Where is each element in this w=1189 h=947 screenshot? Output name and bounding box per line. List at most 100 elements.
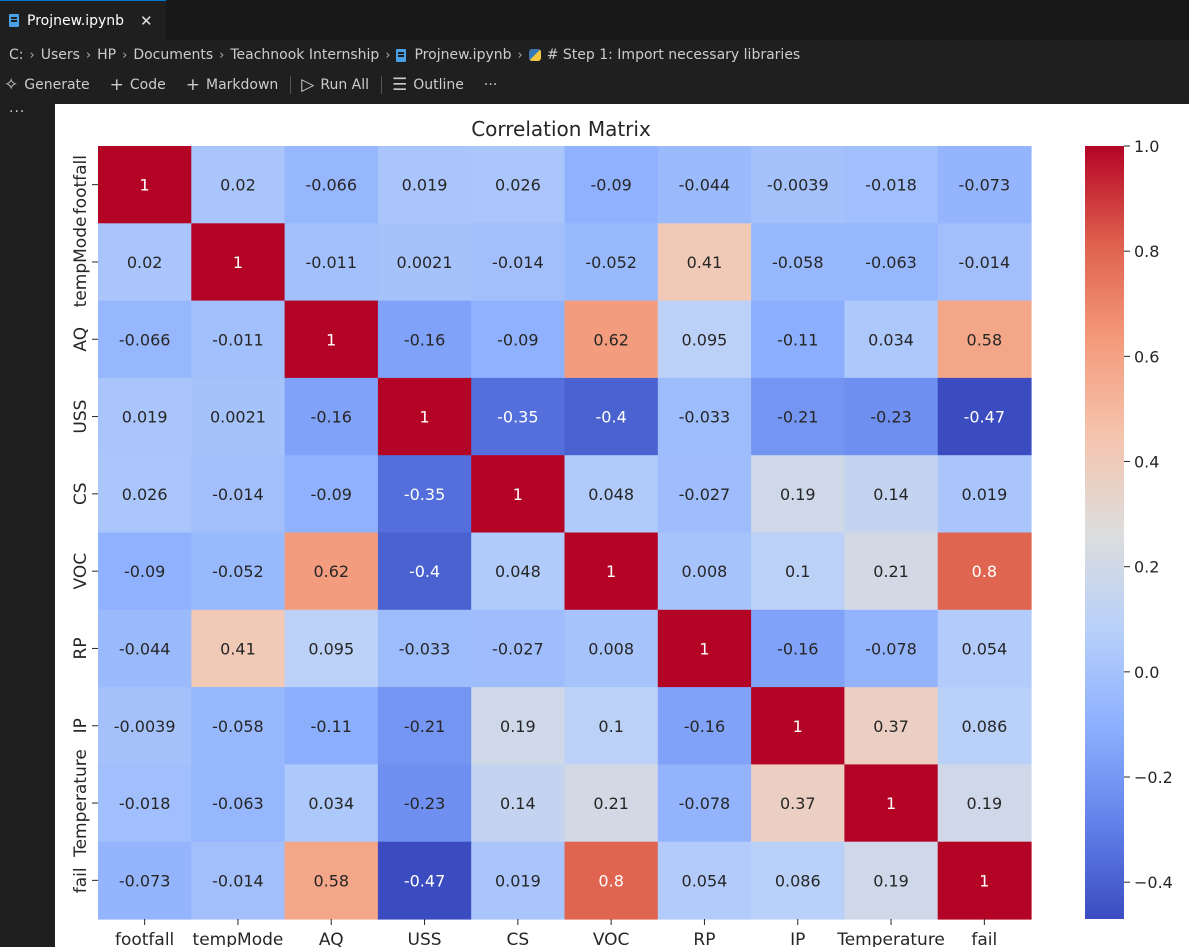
heatmap-cell-label: 0.054 xyxy=(961,639,1007,658)
generate-label: Generate xyxy=(24,77,90,93)
heatmap-cell-label: -0.052 xyxy=(585,253,637,272)
heatmap-cell-label: 0.62 xyxy=(313,562,349,581)
x-tick-label: tempMode xyxy=(193,930,284,947)
heatmap-cell xyxy=(377,223,472,302)
heatmap-cell xyxy=(751,377,845,456)
breadcrumb-hp[interactable]: HP xyxy=(97,47,117,63)
run-all-button[interactable]: ▷ Run All xyxy=(301,75,369,95)
heatmap-cell xyxy=(937,300,1032,379)
heatmap-cell-label: -0.0039 xyxy=(767,176,829,195)
heatmap-cell-label: 0.37 xyxy=(780,794,816,813)
heatmap-cell-label: 0.19 xyxy=(873,871,909,890)
code-label: Code xyxy=(129,77,166,93)
heatmap-cell xyxy=(98,455,192,534)
heatmap-cell-label: 0.02 xyxy=(127,253,163,272)
heatmap-cell-label: -0.058 xyxy=(212,717,264,736)
x-tick-label: fail xyxy=(971,930,997,947)
heatmap-cell-label: 0.1 xyxy=(785,562,810,581)
heatmap-cell-label: 0.019 xyxy=(402,176,448,195)
heatmap-cell xyxy=(191,764,286,843)
x-tick-label: footfall xyxy=(115,930,174,947)
heatmap-cell-label: 0.41 xyxy=(687,253,723,272)
heatmap-cell xyxy=(471,300,566,379)
tab-projnew[interactable]: Projnew.ipynb ✕ xyxy=(0,0,166,40)
close-icon[interactable]: ✕ xyxy=(140,11,153,30)
heatmap-cell-label: 0.026 xyxy=(122,485,168,504)
heatmap-cell xyxy=(564,377,659,456)
heatmap-cell xyxy=(284,764,379,843)
heatmap-cell xyxy=(471,532,566,611)
outline-icon: ☰ xyxy=(392,75,408,95)
x-tick-label: VOC xyxy=(593,930,630,947)
output-more-button[interactable]: ··· xyxy=(9,104,26,120)
heatmap-cell xyxy=(471,609,566,688)
breadcrumb-drive[interactable]: C: xyxy=(9,47,24,63)
heatmap-cell-label: 0.19 xyxy=(500,717,536,736)
chevron-right-icon: › xyxy=(85,47,92,63)
colorbar-tick-label: 0.2 xyxy=(1134,558,1159,577)
y-tick-label: footfall xyxy=(71,155,91,214)
outline-label: Outline xyxy=(413,77,464,93)
heatmap-cell xyxy=(564,841,659,920)
heatmap-cell-label: -0.16 xyxy=(311,408,352,427)
heatmap-cell xyxy=(471,223,566,302)
heatmap-cell-label: 0.58 xyxy=(967,330,1003,349)
heatmap-cell xyxy=(377,532,472,611)
heatmap-cell-label: -0.044 xyxy=(679,176,731,195)
heatmap-cell-label: 0.21 xyxy=(873,562,909,581)
heatmap-cell xyxy=(377,300,472,379)
outline-button[interactable]: ☰ Outline xyxy=(392,75,464,95)
y-tick-label: tempMode xyxy=(71,217,91,308)
heatmap-cell xyxy=(937,687,1032,765)
heatmap-cell-label: 0.19 xyxy=(780,485,816,504)
x-tick-label: RP xyxy=(693,930,715,947)
heatmap-cell-label: -0.35 xyxy=(497,408,538,427)
heatmap-cell xyxy=(751,146,845,224)
heatmap-cell xyxy=(657,377,752,456)
breadcrumb-teachnook[interactable]: Teachnook Internship xyxy=(230,47,380,63)
breadcrumb-documents[interactable]: Documents xyxy=(133,47,214,63)
x-tick-label: Temperature xyxy=(836,930,945,947)
y-tick-label: RP xyxy=(71,637,91,659)
breadcrumb-file[interactable]: Projnew.ipynb xyxy=(414,47,512,63)
heatmap-cell-label: -0.073 xyxy=(119,871,171,890)
breadcrumb-users[interactable]: Users xyxy=(40,47,80,63)
heatmap-cell xyxy=(191,609,286,688)
colorbar-tick-label: 0.8 xyxy=(1134,242,1159,261)
heatmap-cell xyxy=(377,841,472,920)
heatmap-cell xyxy=(284,146,379,224)
heatmap-cell xyxy=(191,455,286,534)
correlation-heatmap: 1 0.02 -0.066 0.019 0.026 -0.09 -0.044 -0.0039 -… xyxy=(71,117,1173,947)
breadcrumb-cell[interactable]: # Step 1: Import necessary libraries xyxy=(546,47,801,63)
heatmap-cell xyxy=(564,146,659,224)
x-tick-label: USS xyxy=(408,930,442,947)
heatmap-cell-label: 1 xyxy=(793,717,803,736)
heatmap-cell-label: -0.033 xyxy=(399,639,451,658)
chevron-right-icon: › xyxy=(29,47,35,63)
heatmap-cell xyxy=(844,146,939,224)
heatmap-cell xyxy=(471,687,566,765)
heatmap-cell xyxy=(937,455,1032,534)
heatmap-cell-label: 1 xyxy=(606,562,616,581)
heatmap-cell-label: -0.16 xyxy=(777,639,818,658)
heatmap-cell-label: 0.21 xyxy=(593,794,629,813)
generate-button[interactable]: ✧ Generate xyxy=(4,75,90,95)
add-code-button[interactable]: + Code xyxy=(110,75,166,95)
add-markdown-button[interactable]: + Markdown xyxy=(186,75,279,95)
heatmap-cell xyxy=(564,532,659,611)
heatmap-cell-label: -0.014 xyxy=(212,871,264,890)
heatmap-cell-label: 0.0021 xyxy=(210,408,266,427)
heatmap-cell xyxy=(284,455,379,534)
heatmap-cell xyxy=(377,377,472,456)
chevron-right-icon: › xyxy=(219,47,225,63)
colorbar-tick-label: 0.0 xyxy=(1134,663,1159,682)
heatmap-cell xyxy=(98,532,192,611)
heatmap-cell xyxy=(751,841,845,920)
x-tick-label: IP xyxy=(790,930,805,947)
heatmap-cell xyxy=(284,841,379,920)
heatmap-cell-label: -0.033 xyxy=(679,408,731,427)
more-actions-button[interactable]: ··· xyxy=(484,77,497,93)
heatmap-cell xyxy=(844,764,939,843)
heatmap-cell-label: 0.086 xyxy=(961,717,1007,736)
breadcrumb: C: › Users › HP › Documents › Teachnook … xyxy=(0,40,1189,70)
